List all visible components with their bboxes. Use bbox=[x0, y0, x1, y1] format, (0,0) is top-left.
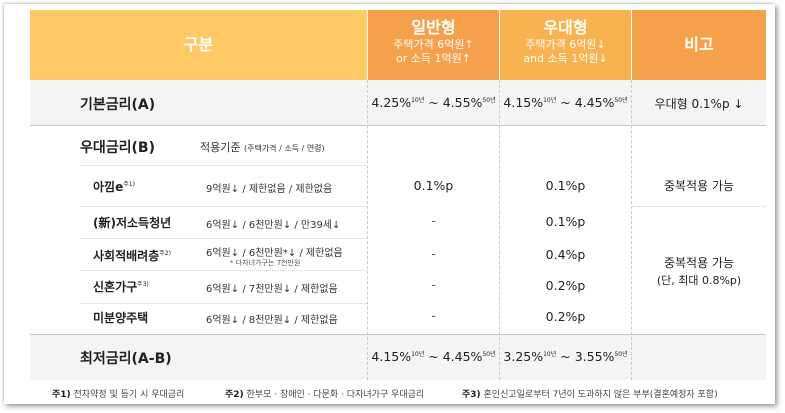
item-name-newlywed: 신혼가구주3) bbox=[93, 280, 149, 294]
item-preferential-value: 0.1%p bbox=[545, 214, 586, 229]
item-criteria: 9억원↓ / 제한없음 / 제한없음 bbox=[206, 184, 333, 195]
item-name-low-income-youth: (新)저소득청년 bbox=[93, 216, 172, 230]
header-preferential: 우대형 주택가격 6억원↓ and 소득 1억원↓ bbox=[500, 10, 631, 80]
rate-table: 구분 일반형 주택가격 6억원↑ or 소득 1억원↑ 우대형 주택가격 6억원… bbox=[30, 10, 766, 402]
row-separator bbox=[80, 270, 367, 271]
table-frame: 구분 일반형 주택가격 6억원↑ or 소득 1억원↑ 우대형 주택가격 6억원… bbox=[4, 4, 775, 404]
row-separator bbox=[80, 206, 367, 207]
item-preferential-value: 0.4%p bbox=[545, 247, 586, 262]
item-general-value: - bbox=[431, 247, 436, 261]
header-remarks: 비고 bbox=[632, 10, 766, 80]
header-category-title: 구분 bbox=[183, 35, 214, 54]
item-general-value: - bbox=[431, 214, 436, 228]
row-separator bbox=[80, 238, 367, 239]
item-criteria: 6억원↓ / 7천만원↓ / 제한없음 bbox=[206, 284, 338, 295]
minimum-rate-preferential: 3.25%10년 ~ 3.55%50년 bbox=[503, 349, 628, 364]
item-preferential-value: 0.2%p bbox=[545, 309, 586, 324]
item-general-value: - bbox=[431, 309, 436, 323]
header-category: 구분 bbox=[30, 10, 367, 80]
minimum-rate-general: 4.15%10년 ~ 4.45%50년 bbox=[371, 349, 496, 364]
base-rate-preferential: 4.15%10년 ~ 4.45%50년 bbox=[503, 95, 628, 110]
header-general: 일반형 주택가격 6억원↑ or 소득 1억원↑ bbox=[368, 10, 499, 80]
base-rate-remarks: 우대형 0.1%p ↓ bbox=[654, 97, 744, 111]
item-criteria-note: * 다자녀가구는 7천만원 bbox=[230, 259, 301, 267]
item-criteria: 6억원↓ / 8천만원↓ / 제한없음 bbox=[206, 315, 338, 326]
footnote-3: 주3) 혼인신고일로부터 7년이 도과하지 않은 부부(결혼예정자 포함) bbox=[462, 390, 718, 400]
item-general-value: 0.1%p bbox=[413, 178, 454, 193]
row-separator bbox=[80, 165, 367, 166]
header-general-sub1: 주택가격 6억원↑ bbox=[393, 38, 474, 51]
criteria-label: 적용기준 (주택가격 / 소득 / 연령) bbox=[200, 141, 325, 154]
preferential-rate-label: 우대금리(B) bbox=[80, 140, 155, 156]
item-preferential-value: 0.2%p bbox=[545, 278, 586, 293]
base-rate-row bbox=[30, 80, 766, 126]
column-divider bbox=[367, 80, 368, 380]
item-name-unsold-housing: 미분양주택 bbox=[93, 311, 149, 325]
column-divider bbox=[631, 80, 632, 380]
item-name-social-consideration: 사회적배려층주2) bbox=[93, 249, 171, 263]
item-general-value: - bbox=[431, 278, 436, 292]
item-criteria: 6억원↓ / 6천만원*↓ / 제한없음 bbox=[206, 248, 343, 259]
header-remarks-title: 비고 bbox=[684, 35, 714, 54]
remark-max-limit-line2: (단, 최대 0.8%p) bbox=[656, 274, 742, 287]
base-rate-label: 기본금리(A) bbox=[80, 97, 156, 113]
column-divider bbox=[499, 80, 500, 380]
item-preferential-value: 0.1%p bbox=[545, 178, 586, 193]
minimum-rate-label: 최저금리(A-B) bbox=[80, 351, 172, 367]
header-general-title: 일반형 bbox=[411, 18, 456, 37]
row-separator bbox=[80, 303, 367, 304]
header-preferential-sub2: and 소득 1억원↓ bbox=[523, 52, 608, 65]
header-general-sub2: or 소득 1억원↑ bbox=[396, 52, 471, 65]
minimum-rate-row bbox=[30, 334, 766, 380]
footnote-1: 주1) 전자약정 및 등기 시 우대금리 bbox=[52, 390, 185, 400]
remark-max-limit-line1: 중복적용 가능 bbox=[663, 256, 735, 270]
header-preferential-title: 우대형 bbox=[543, 18, 588, 37]
item-criteria: 6억원↓ / 6천만원↓ / 만39세↓ bbox=[206, 220, 341, 231]
item-name-anggim-e: 아낌e주1) bbox=[93, 180, 135, 194]
row-separator bbox=[632, 206, 766, 207]
header-preferential-sub1: 주택가격 6억원↓ bbox=[525, 38, 606, 51]
base-rate-general: 4.25%10년 ~ 4.55%50년 bbox=[371, 95, 496, 110]
footnote-2: 주2) 한부모 · 장애인 · 다문화 · 다자녀가구 우대금리 bbox=[225, 390, 425, 400]
remark-duplicate: 중복적용 가능 bbox=[663, 179, 735, 193]
